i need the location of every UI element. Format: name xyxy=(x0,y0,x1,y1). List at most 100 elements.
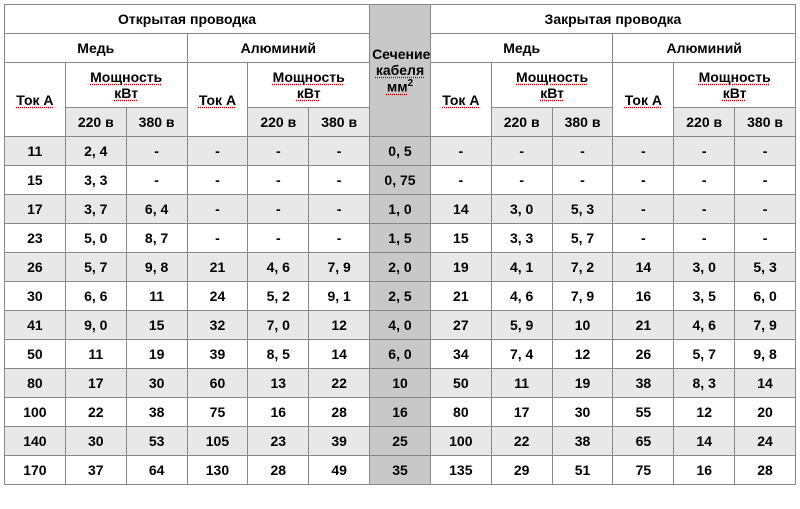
table-row: 173, 76, 4---1, 0143, 05, 3--- xyxy=(5,195,796,224)
cell-o_cu_220: 17 xyxy=(65,369,126,398)
cell-o_cu_380: 8, 7 xyxy=(126,224,187,253)
table-row: 112, 4----0, 5------ xyxy=(5,137,796,166)
cell-o_cu_tok: 23 xyxy=(5,224,66,253)
table-row: 501119398, 5146, 0347, 412265, 79, 8 xyxy=(5,340,796,369)
table-row: 14030531052339251002238651424 xyxy=(5,427,796,456)
cell-o_cu_220: 9, 0 xyxy=(65,311,126,340)
hdr-cal-380: 380 в xyxy=(735,108,796,137)
cell-c_cu_tok: 19 xyxy=(430,253,491,282)
cell-o_al_380: 14 xyxy=(309,340,370,369)
cell-c_al_tok: 65 xyxy=(613,427,674,456)
cell-o_cu_tok: 17 xyxy=(5,195,66,224)
cell-c_al_tok: - xyxy=(613,137,674,166)
cell-c_cu_220: - xyxy=(491,137,552,166)
cell-o_al_380: 49 xyxy=(309,456,370,485)
cell-o_cu_380: 11 xyxy=(126,282,187,311)
cell-o_cu_380: 64 xyxy=(126,456,187,485)
table-row: 235, 08, 7---1, 5153, 35, 7--- xyxy=(5,224,796,253)
cell-o_al_220: 23 xyxy=(248,427,309,456)
cell-o_al_380: 9, 1 xyxy=(309,282,370,311)
cell-o_cu_tok: 15 xyxy=(5,166,66,195)
cell-c_al_380: 14 xyxy=(735,369,796,398)
cell-c_cu_220: 4, 1 xyxy=(491,253,552,282)
cell-o_al_220: 8, 5 xyxy=(248,340,309,369)
hdr-section-line1: Сечение xyxy=(372,46,430,62)
cell-c_al_220: 8, 3 xyxy=(674,369,735,398)
cell-o_al_220: 16 xyxy=(248,398,309,427)
table-row: 100223875162816801730551220 xyxy=(5,398,796,427)
cell-c_cu_tok: - xyxy=(430,137,491,166)
cell-c_cu_380: 5, 7 xyxy=(552,224,613,253)
cell-c_cu_220: 29 xyxy=(491,456,552,485)
cell-o_al_tok: - xyxy=(187,224,248,253)
hdr-oal-220: 220 в xyxy=(248,108,309,137)
cell-c_cu_tok: 14 xyxy=(430,195,491,224)
hdr-ocu-380: 380 в xyxy=(126,108,187,137)
cell-c_al_380: - xyxy=(735,166,796,195)
table-header: Открытая проводка Сечение кабеля мм2 Зак… xyxy=(5,5,796,137)
cell-c_al_tok: 38 xyxy=(613,369,674,398)
table-row: 153, 3----0, 75------ xyxy=(5,166,796,195)
cell-o_al_tok: - xyxy=(187,195,248,224)
cell-o_cu_380: 19 xyxy=(126,340,187,369)
cell-sec: 2, 0 xyxy=(370,253,431,282)
cell-o_cu_tok: 11 xyxy=(5,137,66,166)
hdr-cal-220: 220 в xyxy=(674,108,735,137)
cell-o_al_220: 28 xyxy=(248,456,309,485)
cell-c_al_220: - xyxy=(674,224,735,253)
cell-c_cu_380: 38 xyxy=(552,427,613,456)
cell-c_al_220: - xyxy=(674,195,735,224)
cell-o_cu_380: 9, 8 xyxy=(126,253,187,282)
cell-c_al_tok: - xyxy=(613,195,674,224)
cell-c_al_380: 6, 0 xyxy=(735,282,796,311)
cell-o_cu_380: 53 xyxy=(126,427,187,456)
cell-c_cu_220: 11 xyxy=(491,369,552,398)
hdr-oal-power: МощностькВт xyxy=(248,63,370,108)
cell-o_cu_220: 3, 7 xyxy=(65,195,126,224)
cell-o_cu_220: 22 xyxy=(65,398,126,427)
hdr-ccu-220: 220 в xyxy=(491,108,552,137)
cell-sec: 16 xyxy=(370,398,431,427)
cell-c_cu_380: 19 xyxy=(552,369,613,398)
cell-c_al_380: - xyxy=(735,195,796,224)
cell-o_al_tok: 32 xyxy=(187,311,248,340)
cell-c_al_380: 9, 8 xyxy=(735,340,796,369)
cell-o_al_220: 4, 6 xyxy=(248,253,309,282)
cell-c_cu_220: 3, 0 xyxy=(491,195,552,224)
cell-c_al_tok: 26 xyxy=(613,340,674,369)
cell-c_cu_220: 7, 4 xyxy=(491,340,552,369)
hdr-oal-380: 380 в xyxy=(309,108,370,137)
cell-o_al_380: 7, 9 xyxy=(309,253,370,282)
cell-o_al_220: 13 xyxy=(248,369,309,398)
cell-o_cu_tok: 170 xyxy=(5,456,66,485)
cell-o_al_tok: 130 xyxy=(187,456,248,485)
cell-c_cu_380: 7, 2 xyxy=(552,253,613,282)
cell-c_al_220: 12 xyxy=(674,398,735,427)
cell-c_cu_380: 5, 3 xyxy=(552,195,613,224)
cell-c_cu_tok: - xyxy=(430,166,491,195)
hdr-section-sup: 2 xyxy=(408,78,413,89)
cell-c_cu_tok: 21 xyxy=(430,282,491,311)
cell-o_cu_220: 3, 3 xyxy=(65,166,126,195)
cell-c_al_380: 28 xyxy=(735,456,796,485)
cell-c_cu_tok: 80 xyxy=(430,398,491,427)
cell-c_al_380: - xyxy=(735,224,796,253)
cell-c_cu_380: - xyxy=(552,137,613,166)
cell-o_cu_220: 6, 6 xyxy=(65,282,126,311)
cell-o_al_380: 12 xyxy=(309,311,370,340)
cell-c_al_tok: 21 xyxy=(613,311,674,340)
cell-c_cu_380: 10 xyxy=(552,311,613,340)
cell-c_al_380: 20 xyxy=(735,398,796,427)
cell-o_cu_380: 15 xyxy=(126,311,187,340)
hdr-ocu-tok: Ток А xyxy=(5,63,66,137)
hdr-closed-wiring: Закрытая проводка xyxy=(430,5,795,34)
cell-c_cu_220: 22 xyxy=(491,427,552,456)
cell-c_cu_tok: 27 xyxy=(430,311,491,340)
cell-o_cu_tok: 26 xyxy=(5,253,66,282)
cell-sec: 4, 0 xyxy=(370,311,431,340)
cell-o_cu_220: 11 xyxy=(65,340,126,369)
hdr-section-line2: кабеля мм xyxy=(376,62,424,95)
cell-o_cu_380: - xyxy=(126,166,187,195)
cell-c_al_220: 16 xyxy=(674,456,735,485)
cell-c_cu_220: 4, 6 xyxy=(491,282,552,311)
